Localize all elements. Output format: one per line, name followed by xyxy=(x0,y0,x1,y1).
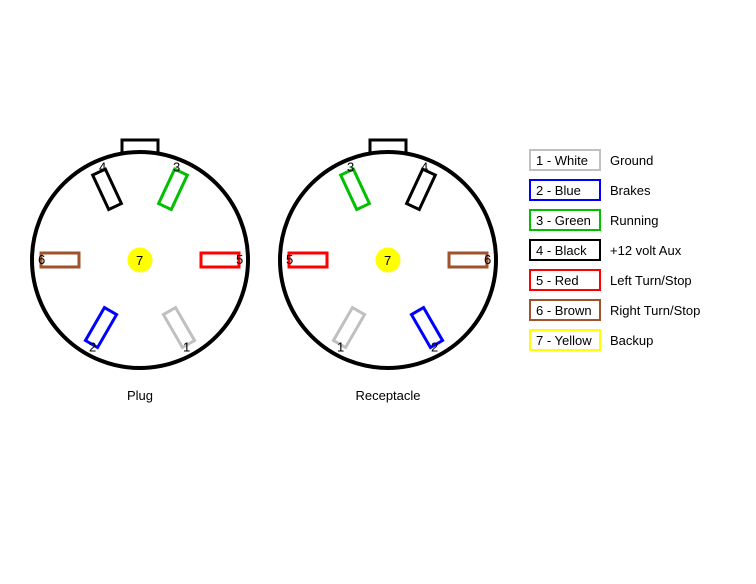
legend-desc-4: +12 volt Aux xyxy=(610,243,682,258)
legend-label-4: 4 - Black xyxy=(536,243,587,258)
legend-desc-1: Ground xyxy=(610,153,653,168)
pin-5 xyxy=(201,253,239,267)
legend-label-1: 1 - White xyxy=(536,153,588,168)
pinout-diagram: 4 3 6 5 2 1 7 Plug 3 4 5 6 1 2 7 Receptacle 1 - White Gro… xyxy=(0,0,756,584)
legend-desc-7: Backup xyxy=(610,333,653,348)
pin-label-4: 4 xyxy=(421,159,428,174)
pin-label-5: 5 xyxy=(236,252,243,267)
connector-caption-receptacle: Receptacle xyxy=(355,388,420,403)
pin-label-6: 6 xyxy=(484,252,491,267)
center-pin-label: 7 xyxy=(136,253,143,268)
legend-label-3: 3 - Green xyxy=(536,213,591,228)
legend-label-2: 2 - Blue xyxy=(536,183,581,198)
center-pin-label: 7 xyxy=(384,253,391,268)
pin-5 xyxy=(289,253,327,267)
pin-label-2: 2 xyxy=(431,340,438,355)
pin-6 xyxy=(41,253,79,267)
legend-label-7: 7 - Yellow xyxy=(536,333,592,348)
pin-label-3: 3 xyxy=(173,159,180,174)
pin-label-5: 5 xyxy=(286,252,293,267)
pin-label-6: 6 xyxy=(38,252,45,267)
legend-desc-3: Running xyxy=(610,213,658,228)
pin-label-4: 4 xyxy=(99,159,106,174)
legend: 1 - White Ground 2 - Blue Brakes 3 - Green Ru… xyxy=(530,150,700,350)
connector-plug: 4 3 6 5 2 1 7 Plug xyxy=(32,140,248,403)
legend-label-5: 5 - Red xyxy=(536,273,579,288)
pin-label-1: 1 xyxy=(337,340,344,355)
pin-6 xyxy=(449,253,487,267)
legend-desc-2: Brakes xyxy=(610,183,651,198)
legend-desc-5: Left Turn/Stop xyxy=(610,273,692,288)
connector-receptacle: 3 4 5 6 1 2 7 Receptacle xyxy=(280,140,496,403)
connector-caption-plug: Plug xyxy=(127,388,153,403)
pin-label-1: 1 xyxy=(183,340,190,355)
legend-label-6: 6 - Brown xyxy=(536,303,592,318)
pin-label-3: 3 xyxy=(347,159,354,174)
pin-label-2: 2 xyxy=(89,340,96,355)
legend-desc-6: Right Turn/Stop xyxy=(610,303,700,318)
